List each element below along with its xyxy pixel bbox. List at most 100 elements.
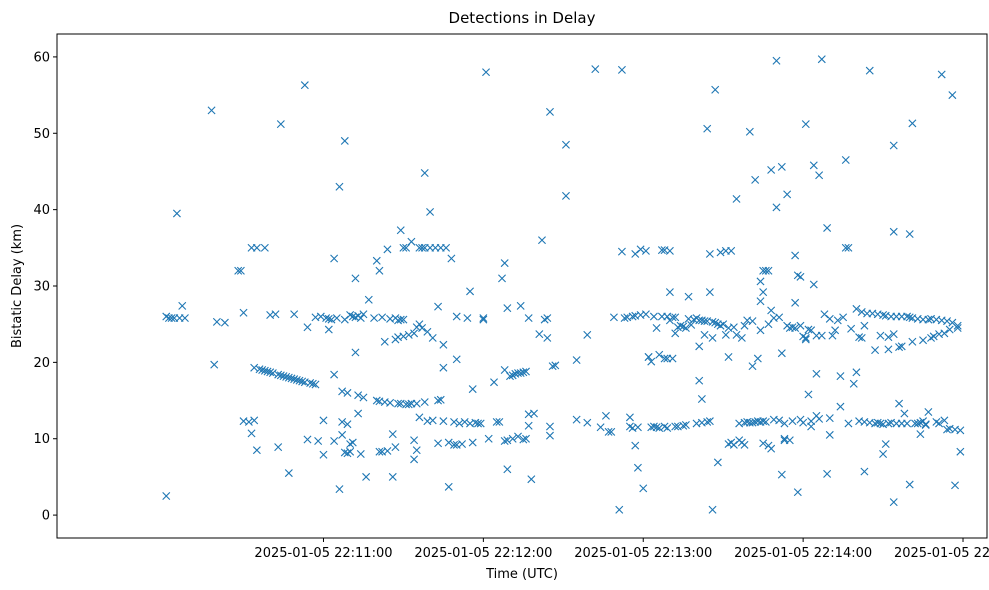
data-point <box>876 419 885 428</box>
data-point <box>836 402 845 411</box>
data-point <box>436 395 445 404</box>
data-point <box>396 226 405 235</box>
data-point <box>330 254 339 263</box>
data-point <box>426 207 435 216</box>
y-tick-label: 30 <box>33 280 50 295</box>
data-point <box>375 447 384 456</box>
data-point <box>410 329 419 338</box>
data-point <box>319 416 328 425</box>
data-point <box>956 447 965 456</box>
data-point <box>543 333 552 342</box>
data-point <box>407 237 416 246</box>
data-point <box>807 422 816 431</box>
data-point <box>346 447 355 456</box>
data-point <box>636 245 645 254</box>
data-point <box>466 287 475 296</box>
data-point <box>492 417 501 426</box>
data-point <box>356 314 365 323</box>
data-point <box>399 332 408 341</box>
data-point <box>210 360 219 369</box>
data-point <box>306 378 315 387</box>
data-point <box>764 320 773 329</box>
data-point <box>282 372 291 381</box>
data-point <box>945 325 954 334</box>
markers-layer <box>162 55 965 514</box>
data-point <box>895 343 904 352</box>
data-point <box>633 423 642 432</box>
data-point <box>652 324 661 332</box>
data-point <box>207 106 216 115</box>
data-point <box>876 331 885 340</box>
data-point <box>777 162 786 171</box>
data-point <box>860 467 869 476</box>
data-point <box>721 330 730 339</box>
data-point <box>378 313 387 322</box>
data-point <box>761 266 770 275</box>
data-point <box>359 393 368 402</box>
data-point <box>484 434 493 443</box>
data-point <box>801 335 810 344</box>
data-point <box>865 66 874 75</box>
data-point <box>391 443 400 452</box>
data-point <box>290 310 299 319</box>
data-point <box>252 243 261 252</box>
data-point <box>274 443 283 452</box>
data-point <box>831 326 840 335</box>
x-tick-label: 2025-01-05 22:11:00 <box>254 546 392 561</box>
data-point <box>620 314 629 323</box>
data-point <box>665 246 674 255</box>
data-point <box>420 168 429 177</box>
data-point <box>303 323 312 332</box>
data-point <box>404 400 413 409</box>
data-point <box>434 439 443 448</box>
data-point <box>764 266 773 275</box>
data-point <box>671 313 680 322</box>
data-point <box>772 56 781 65</box>
data-point <box>330 370 339 379</box>
data-point <box>745 127 754 136</box>
data-point <box>625 422 634 431</box>
data-point <box>506 372 514 381</box>
data-point <box>777 349 786 358</box>
data-point <box>450 417 459 426</box>
data-point <box>628 312 637 321</box>
data-point <box>540 315 549 324</box>
data-point <box>372 256 381 265</box>
data-point <box>338 417 347 426</box>
y-tick-label: 40 <box>33 203 50 218</box>
data-point <box>921 420 930 429</box>
y-tick-label: 10 <box>33 432 50 447</box>
data-point <box>767 306 776 315</box>
data-point <box>388 430 397 439</box>
data-point <box>687 320 696 329</box>
data-point <box>748 317 757 326</box>
data-point <box>362 472 371 481</box>
data-point <box>740 440 749 449</box>
data-point <box>711 85 720 94</box>
data-point <box>617 65 626 74</box>
data-point <box>780 419 789 428</box>
data-point <box>775 313 784 322</box>
data-point <box>524 421 533 430</box>
data-point <box>924 315 933 324</box>
data-point <box>655 350 664 359</box>
data-point <box>791 324 800 332</box>
data-point <box>708 317 717 326</box>
data-point <box>601 411 610 420</box>
y-axis: 0 10 20 30 40 50 60 <box>33 50 57 524</box>
data-point <box>897 342 906 351</box>
data-point <box>825 414 834 423</box>
data-point <box>663 424 672 433</box>
data-point <box>639 484 648 493</box>
data-point <box>804 325 813 334</box>
data-point <box>788 417 797 426</box>
data-point <box>927 333 936 342</box>
data-point <box>356 450 365 458</box>
data-point <box>895 399 904 408</box>
y-axis-label: Bistatic Delay (km) <box>10 224 25 348</box>
data-point <box>631 441 640 450</box>
data-point <box>815 171 824 180</box>
data-point <box>801 333 810 342</box>
data-point <box>839 313 848 322</box>
data-point <box>498 274 507 283</box>
